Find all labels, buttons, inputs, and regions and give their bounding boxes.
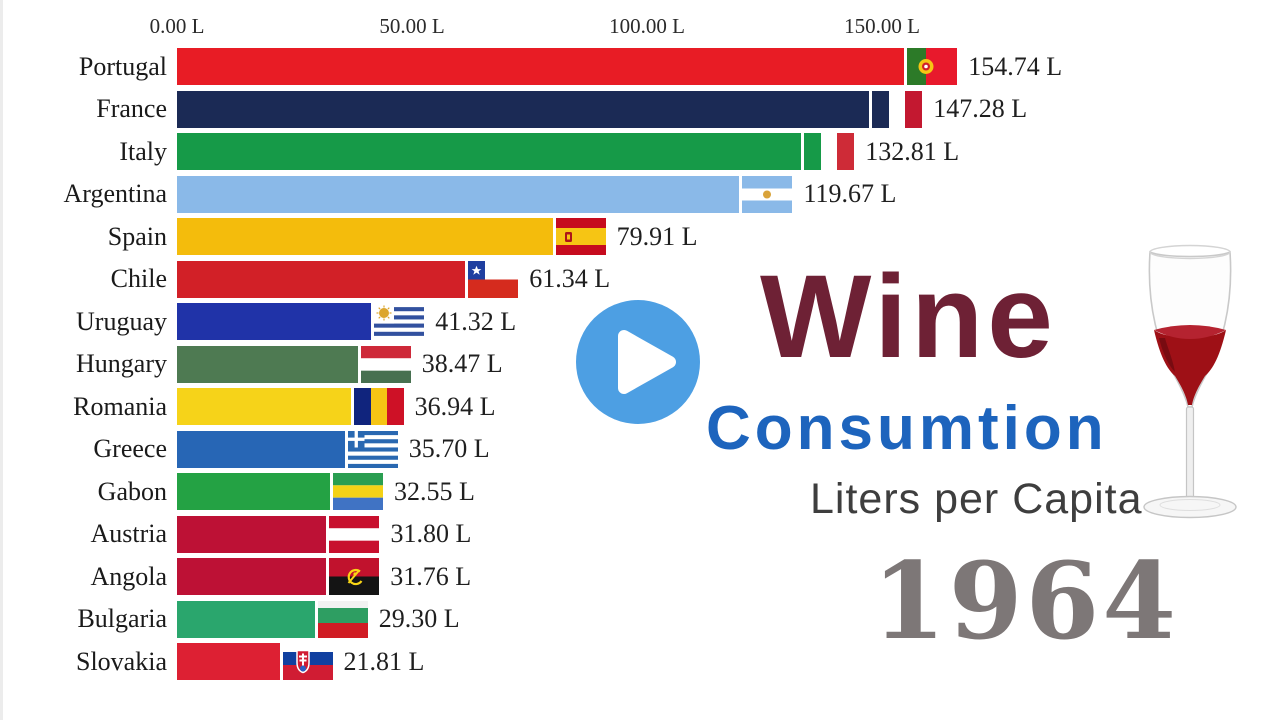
country-label: Bulgaria xyxy=(77,604,167,633)
flag-slovakia-icon xyxy=(282,643,333,680)
value-label: 147.28 L xyxy=(933,94,1028,123)
value-label: 79.91 L xyxy=(616,221,698,251)
year-display: 1964 xyxy=(872,538,1180,663)
flag-austria-icon xyxy=(329,515,380,553)
axis-tick-0: 0.00 L xyxy=(149,14,205,38)
flag-angola-icon xyxy=(329,558,380,595)
country-label: Slovakia xyxy=(76,646,167,676)
country-label: Angola xyxy=(90,561,167,591)
title-consumtion: Consumtion xyxy=(706,394,1108,463)
title-wine: Wine xyxy=(760,251,1057,383)
country-label: Gabon xyxy=(97,476,167,506)
play-icon xyxy=(565,289,711,435)
flag-hungary-icon xyxy=(360,345,411,383)
value-label: 41.32 L xyxy=(435,306,517,336)
axis-tick-100: 100.00 L xyxy=(609,14,685,38)
value-label: 29.30 L xyxy=(378,604,460,633)
bar xyxy=(177,90,870,128)
value-label: 31.76 L xyxy=(390,561,472,591)
axis-tick-50: 50.00 L xyxy=(379,14,445,38)
bar-chart: 0.00 L 50.00 L 100.00 L 150.00 L Portuga… xyxy=(0,14,1062,680)
bar xyxy=(177,600,315,638)
country-label: Uruguay xyxy=(76,306,167,336)
country-label: Austria xyxy=(90,519,167,548)
country-label: Chile xyxy=(110,264,167,293)
bar xyxy=(177,643,280,680)
flag-gabon-icon xyxy=(332,473,383,510)
value-label: 31.80 L xyxy=(390,519,472,548)
bar-row-france: France 147.28 L xyxy=(0,90,1027,128)
bar xyxy=(177,260,466,298)
bar-row-chile: Chile 61.34 L xyxy=(0,260,1000,298)
bar xyxy=(177,515,327,553)
value-label: 61.34 L xyxy=(529,264,611,293)
flag-romania-icon xyxy=(353,388,404,425)
wine-glass-icon xyxy=(1143,244,1237,519)
flag-france-icon xyxy=(872,90,923,128)
country-label: Greece xyxy=(93,434,167,463)
bar-row-argentina: Argentina 119.67 L xyxy=(0,175,1000,213)
flag-portugal-icon xyxy=(907,48,958,85)
country-label: Spain xyxy=(107,221,167,251)
title-liters-per-capita: Liters per Capita xyxy=(810,475,1143,523)
bar-row-greece: Greece 35.70 L xyxy=(0,430,1000,468)
value-label: 119.67 L xyxy=(803,179,897,208)
bar xyxy=(177,345,358,383)
bar xyxy=(177,430,345,468)
bar xyxy=(177,175,740,213)
bar xyxy=(177,133,802,170)
bar xyxy=(177,558,327,595)
axis-tick-150: 150.00 L xyxy=(844,14,920,38)
play-button[interactable] xyxy=(564,288,712,436)
bar-row-gabon: Gabon 32.55 L xyxy=(0,473,1000,510)
bar-row-slovakia: Slovakia 21.81 L xyxy=(0,643,1000,680)
value-label: 154.74 L xyxy=(968,51,1063,81)
country-label: Argentina xyxy=(63,179,168,208)
flag-italy-icon xyxy=(804,133,855,170)
bar-row-italy: Italy 132.81 L xyxy=(0,133,1000,170)
value-label: 21.81 L xyxy=(343,646,425,676)
bar xyxy=(177,388,351,425)
value-label: 38.47 L xyxy=(421,349,503,378)
video-edge-strip xyxy=(0,0,3,720)
flag-greece-icon xyxy=(347,430,398,468)
bar xyxy=(177,48,905,85)
bar-row-bulgaria: Bulgaria 29.30 L xyxy=(0,600,1000,638)
country-label: Romania xyxy=(73,391,167,421)
bar xyxy=(177,218,553,255)
bar xyxy=(177,473,330,510)
bar-row-austria: Austria 31.80 L xyxy=(0,515,1000,553)
value-label: 36.94 L xyxy=(414,391,496,421)
value-label: 32.55 L xyxy=(393,476,475,506)
bar-row-angola: Angola 31.76 L xyxy=(0,558,1000,595)
country-label: France xyxy=(96,94,167,123)
bar-row-portugal: Portugal 154.74 L xyxy=(0,48,1062,85)
country-label: Hungary xyxy=(76,349,167,378)
country-label: Italy xyxy=(119,136,167,166)
bar-row-hungary: Hungary 38.47 L xyxy=(0,345,1000,383)
country-label: Portugal xyxy=(78,51,167,81)
bar-row-spain: Spain 79.91 L xyxy=(0,218,1000,255)
flag-bulgaria-icon xyxy=(317,600,368,638)
bar xyxy=(177,303,372,340)
bar-row-romania: Romania 36.94 L xyxy=(0,388,1000,425)
value-label: 35.70 L xyxy=(408,434,490,463)
flag-argentina-icon xyxy=(742,175,793,213)
bar-row-uruguay: Uruguay 41.32 L xyxy=(0,303,1000,340)
flag-chile-icon xyxy=(468,260,519,298)
value-label: 132.81 L xyxy=(865,136,960,166)
flag-spain-icon xyxy=(555,218,606,255)
flag-uruguay-icon xyxy=(374,303,425,340)
